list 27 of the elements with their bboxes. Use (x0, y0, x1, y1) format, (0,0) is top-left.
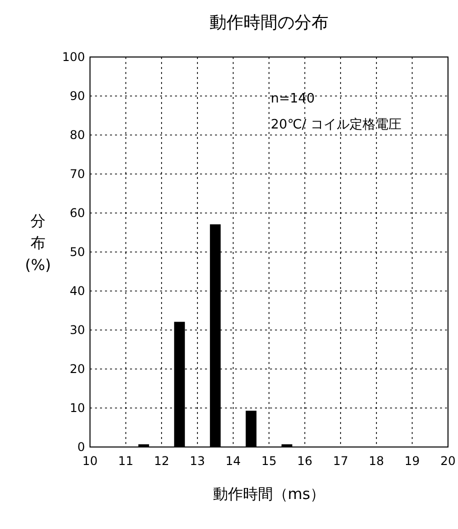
x-tick-label: 16 (297, 454, 312, 468)
x-tick-label: 18 (368, 454, 384, 468)
x-tick-label: 12 (154, 454, 170, 468)
chart-title: 動作時間の分布 (210, 13, 328, 33)
y-tick-label: 30 (70, 323, 85, 337)
y-tick-label: 90 (70, 89, 85, 103)
y-tick-label: 60 (70, 206, 85, 220)
y-axis-title: 分布(%) (25, 212, 51, 274)
x-tick-label: 20 (440, 454, 456, 468)
x-tick-label: 17 (332, 454, 348, 468)
x-tick-label: 13 (190, 454, 206, 468)
y-tick-label: 10 (70, 401, 85, 415)
y-tick-label: 80 (70, 128, 85, 142)
y-tick-label: 50 (70, 245, 85, 259)
x-tick-label: 10 (82, 454, 98, 468)
annotation: 20℃/ コイル定格電圧 (270, 118, 402, 132)
y-tick-label: 0 (77, 440, 85, 454)
x-tick-label: 14 (226, 454, 241, 468)
x-tick-label: 19 (404, 454, 420, 468)
annotation: n=140 (270, 92, 315, 106)
y-tick-label: 100 (62, 50, 85, 64)
x-tick-label: 15 (261, 454, 277, 468)
y-tick-label: 20 (70, 362, 85, 376)
y-tick-label: 70 (70, 167, 85, 181)
x-tick-label: 11 (118, 454, 134, 468)
x-axis-title: 動作時間（ms） (212, 485, 326, 503)
y-tick-label: 40 (70, 284, 85, 298)
